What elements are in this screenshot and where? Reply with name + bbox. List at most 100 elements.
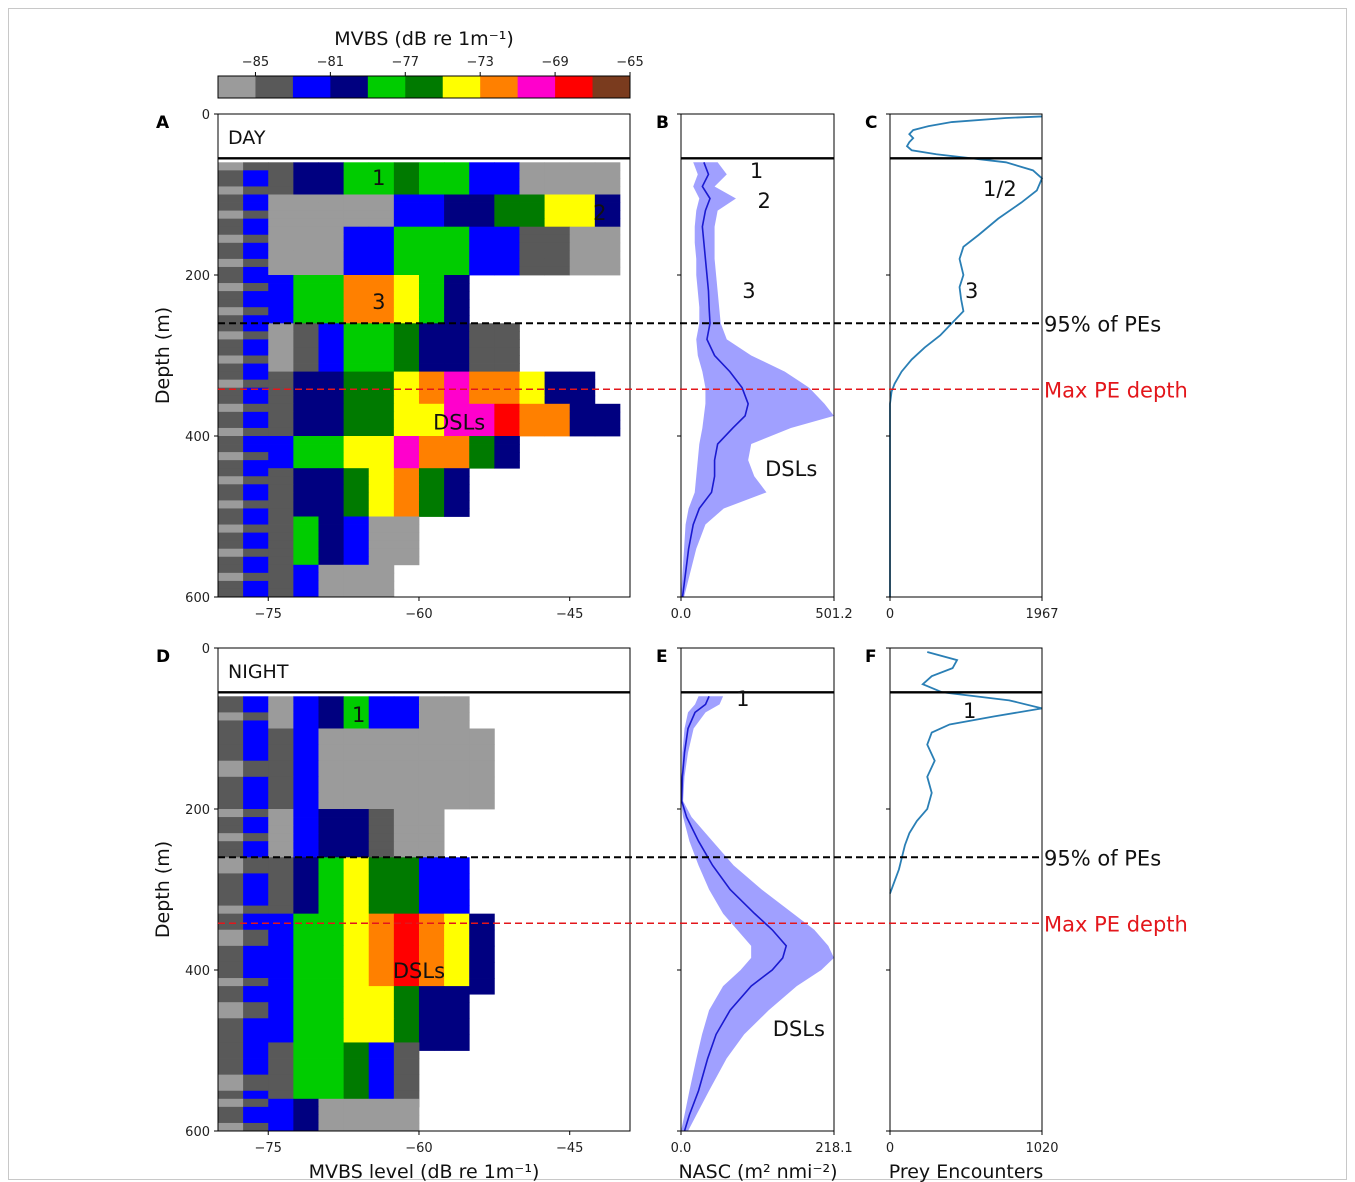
echogram-cell	[243, 1098, 269, 1108]
echogram-cell	[469, 170, 495, 179]
echogram-cell	[393, 226, 420, 236]
echogram-cell	[368, 809, 395, 818]
echogram-cell	[343, 833, 370, 842]
echogram-cell	[393, 411, 420, 421]
echogram-cell	[594, 218, 621, 228]
echogram-cell	[544, 218, 571, 228]
echogram-cell	[418, 379, 445, 389]
echogram-annotation: DSLs	[433, 411, 485, 435]
echogram-cell	[444, 339, 470, 348]
echogram-cell	[494, 331, 520, 340]
echogram-cell	[519, 427, 545, 437]
echogram-cell	[243, 484, 269, 493]
echogram-cell	[293, 266, 319, 276]
echogram-cell	[243, 792, 269, 810]
echogram-cell	[494, 242, 520, 252]
colorbar-cell	[592, 76, 631, 98]
echogram-cell	[393, 427, 420, 437]
colorbar-tick-label: −65	[616, 55, 643, 70]
echogram-cell	[243, 720, 269, 729]
echogram-cell	[418, 258, 445, 268]
echogram-cell	[494, 210, 520, 220]
echogram-cell	[368, 1042, 395, 1059]
echogram-cell	[519, 266, 545, 276]
echogram-cell	[318, 331, 345, 340]
echogram-cell	[393, 178, 420, 187]
echogram-cell	[318, 387, 345, 397]
echogram-cell	[343, 825, 370, 834]
echogram-cell	[368, 283, 395, 292]
echogram-cell	[293, 484, 319, 493]
echogram-cell	[444, 913, 470, 931]
echogram-cell	[218, 347, 244, 356]
echogram-cell	[418, 452, 445, 461]
echogram-cell	[243, 226, 269, 236]
echogram-cell	[218, 1106, 244, 1116]
echogram-cell	[318, 427, 345, 437]
echogram-cell	[469, 961, 495, 979]
echogram-cell	[343, 929, 370, 947]
x-tick-label: −45	[556, 607, 583, 622]
echogram-cell	[268, 315, 294, 324]
echogram-cell	[368, 468, 395, 477]
echogram-cell	[318, 355, 345, 364]
echogram-cell	[218, 476, 244, 485]
echogram-cell	[444, 792, 470, 810]
echogram-cell	[544, 371, 571, 381]
echogram-cell	[418, 210, 445, 220]
echogram-cell	[494, 266, 520, 276]
echogram-cell	[368, 1002, 395, 1019]
echogram-cell	[268, 580, 294, 590]
echogram-cell	[293, 323, 319, 332]
echogram-cell	[368, 704, 395, 713]
echogram-cell	[218, 202, 244, 211]
nasc-annotation: DSLs	[773, 1017, 825, 1041]
echogram-cell	[218, 889, 244, 906]
echogram-cell	[218, 315, 244, 324]
echogram-cell	[293, 460, 319, 469]
echogram-cell	[368, 226, 395, 236]
echogram-cell	[318, 540, 345, 550]
echogram-cell	[218, 720, 244, 729]
echogram-cell	[268, 712, 294, 721]
echogram-cell	[569, 210, 596, 220]
echogram-cell	[243, 170, 269, 179]
echogram-cell	[494, 460, 520, 469]
echogram-cell	[268, 556, 294, 566]
x-tick-label: 1967	[1025, 607, 1058, 622]
echogram-cell	[519, 411, 545, 421]
nasc-annotation: 2	[758, 189, 771, 213]
echogram-cell	[368, 760, 395, 778]
echogram-cell	[469, 403, 495, 413]
echogram-cell	[218, 194, 244, 203]
echogram-cell	[469, 411, 495, 421]
echogram-cell	[393, 331, 420, 340]
echogram-cell	[418, 484, 445, 493]
echogram-cell	[243, 1018, 269, 1035]
echogram-cell	[418, 712, 445, 721]
echogram-cell	[368, 452, 395, 461]
echogram-cell	[519, 170, 545, 179]
echogram-cell	[368, 889, 395, 906]
echogram-cell	[218, 363, 244, 372]
echogram-cell	[343, 532, 370, 542]
echogram-cell	[594, 242, 621, 252]
echogram-cell	[343, 696, 370, 705]
echogram-cell	[444, 218, 470, 228]
echogram-cell	[268, 275, 294, 284]
echogram-cell	[368, 210, 395, 220]
echogram-cell	[268, 1074, 294, 1092]
echogram-cell	[368, 540, 395, 550]
echogram-cell	[418, 283, 445, 292]
echogram-cell	[293, 250, 319, 260]
echogram-cell	[444, 476, 470, 485]
echogram-cell	[544, 234, 571, 244]
echogram-cell	[243, 929, 269, 947]
echogram-cell	[293, 202, 319, 211]
echogram-cell	[444, 460, 470, 469]
echogram-cell	[268, 484, 294, 493]
echogram-cell	[218, 258, 244, 268]
echogram-cell	[444, 194, 470, 203]
echogram-cell	[218, 712, 244, 721]
echogram-cell	[268, 202, 294, 211]
